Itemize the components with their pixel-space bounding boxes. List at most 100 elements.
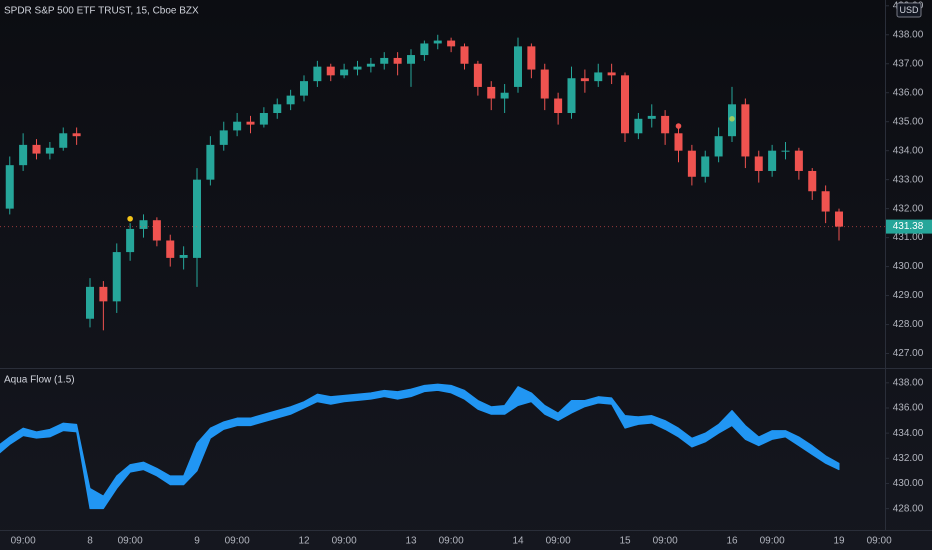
candle-body — [313, 66, 322, 82]
currency-label: USD — [899, 5, 919, 15]
candle-body — [514, 46, 522, 87]
last-price-label: 431.38 — [893, 221, 924, 232]
candle-body — [621, 75, 629, 134]
y-tick-label: 429.00 — [893, 290, 924, 301]
y-tick-label: 428.00 — [893, 503, 924, 514]
candle-body — [554, 98, 563, 114]
candle-body — [393, 57, 402, 64]
candle-body — [59, 133, 68, 148]
candle-body — [821, 191, 830, 212]
candle-body — [594, 72, 603, 82]
y-tick-label: 430.00 — [893, 478, 924, 489]
x-tick-label: 09:00 — [546, 536, 571, 547]
candle-body — [19, 144, 28, 166]
indicator-title: Aqua Flow (1.5) — [4, 375, 75, 386]
y-tick-label: 432.00 — [893, 203, 924, 214]
x-tick-label: 09:00 — [11, 536, 36, 547]
candle-body — [634, 118, 643, 134]
signal-dot — [127, 215, 133, 222]
candle-body — [353, 66, 362, 70]
candle-body — [179, 254, 188, 258]
candle-body — [5, 165, 14, 209]
y-tick-label: 436.00 — [893, 87, 924, 98]
x-tick-label: 12 — [298, 536, 310, 547]
x-tick-label: 09:00 — [653, 536, 678, 547]
y-tick-label: 438.00 — [893, 29, 924, 40]
candle-body — [139, 220, 148, 229]
x-tick-label: 14 — [512, 536, 524, 547]
candle-body — [835, 211, 843, 227]
candle-body — [219, 130, 228, 145]
candle-body — [741, 104, 750, 157]
x-tick-label: 9 — [194, 536, 200, 547]
y-tick-label: 435.00 — [893, 116, 924, 127]
axes: 427.00 428.00 429.00 430.00 431.00 432.00 433.… — [11, 0, 932, 547]
x-tick-label: 09:00 — [439, 536, 464, 547]
chart-title: SPDR S&P 500 ETF TRUST, 15, Cboe BZX — [4, 6, 199, 17]
candle-body — [233, 121, 242, 131]
candle-body — [794, 150, 803, 171]
y-tick-label: 428.00 — [893, 319, 924, 330]
candle-body — [580, 78, 589, 82]
candle-body — [99, 286, 108, 302]
candle-body — [112, 252, 121, 302]
candle-body — [86, 286, 94, 319]
x-tick-label: 16 — [726, 536, 738, 547]
candle-body — [714, 136, 723, 157]
band-fill — [0, 383, 840, 510]
y-tick-label: 434.00 — [893, 428, 924, 439]
candle-body — [286, 95, 295, 105]
candle-body — [407, 55, 415, 64]
candle-body — [126, 228, 135, 253]
candle-body — [420, 43, 429, 56]
candle-body — [300, 81, 308, 96]
candle-body — [567, 78, 576, 114]
y-tick-label: 433.00 — [893, 174, 924, 185]
x-tick-label: 09:00 — [225, 536, 250, 547]
last-price-badge — [886, 219, 932, 234]
candle-body — [487, 86, 496, 99]
x-tick-label: 09:00 — [867, 536, 892, 547]
candle-body — [206, 144, 215, 180]
candle-body — [768, 150, 777, 171]
y-tick-label: 437.00 — [893, 58, 924, 69]
y-tick-label: 434.00 — [893, 145, 924, 156]
candle-body — [527, 46, 536, 70]
candle-body — [540, 69, 549, 99]
candle-body — [687, 150, 696, 177]
currency-badge — [896, 2, 922, 18]
candle-body — [447, 40, 456, 47]
candle-body — [674, 133, 683, 151]
indicator-pane — [0, 383, 840, 510]
signal-dot — [729, 116, 735, 122]
candle-body — [460, 46, 469, 64]
candle-body — [246, 121, 255, 125]
x-tick-label: 19 — [833, 536, 845, 547]
candle-body — [326, 66, 335, 76]
x-tick-label: 8 — [87, 536, 93, 547]
candle-body — [273, 104, 282, 114]
candle-body — [32, 144, 41, 154]
candle-body — [647, 115, 656, 119]
x-tick-label: 09:00 — [118, 536, 143, 547]
x-tick-label: 09:00 — [760, 536, 785, 547]
y-tick-label: 432.00 — [893, 453, 924, 464]
candle-body — [366, 63, 375, 67]
x-tick-label: 15 — [619, 536, 631, 547]
candle-body — [607, 72, 616, 76]
y-tick-label: 431.00 — [893, 232, 924, 243]
candle-body — [808, 170, 817, 192]
signal-dot — [675, 123, 682, 129]
x-tick-label: 09:00 — [332, 536, 357, 547]
candle-body — [193, 179, 201, 258]
candle-body — [152, 220, 161, 241]
y-tick-label: 436.00 — [893, 403, 924, 414]
candle-body — [661, 115, 670, 134]
candle-body — [473, 63, 482, 87]
candle-body — [166, 240, 175, 258]
main-pane — [0, 34, 885, 331]
candle-body — [340, 69, 349, 76]
